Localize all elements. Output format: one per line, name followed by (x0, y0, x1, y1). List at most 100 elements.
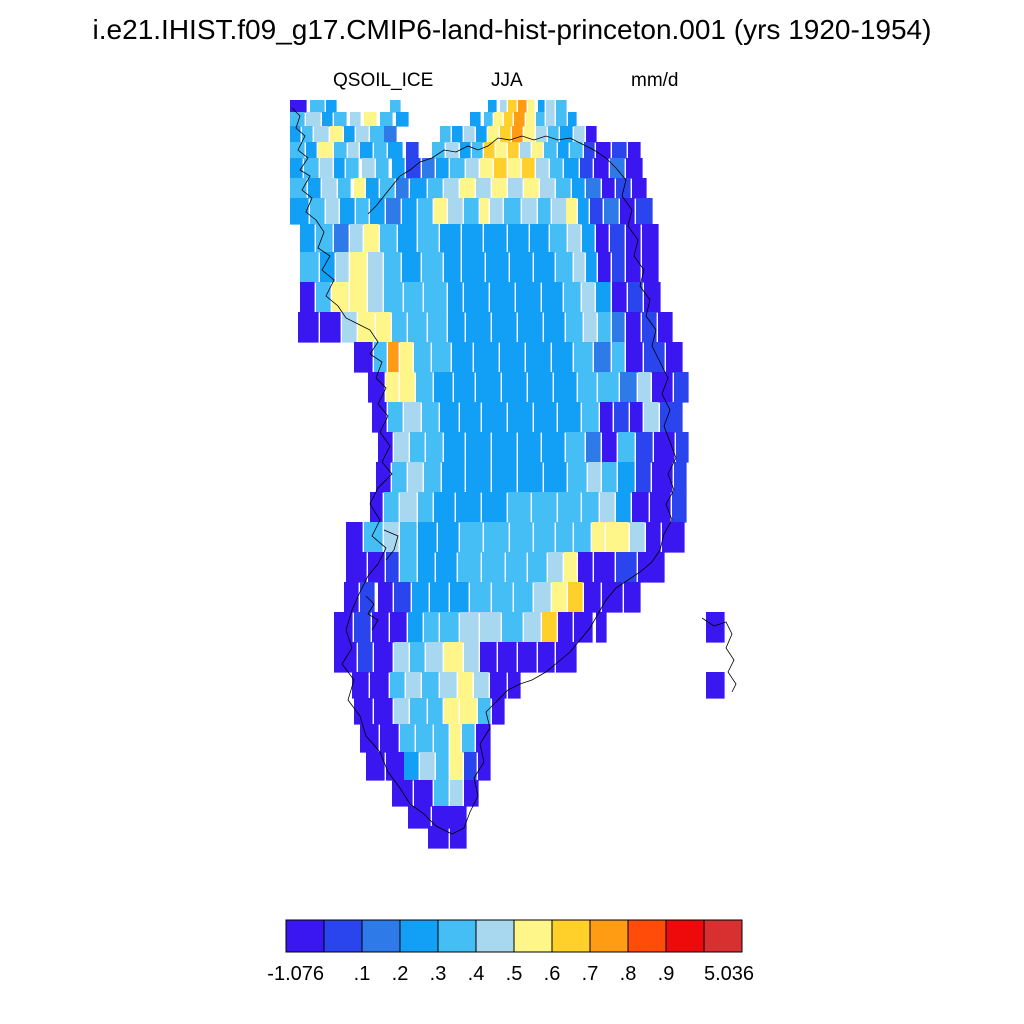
map-cell (384, 282, 403, 313)
map-cell (390, 612, 407, 643)
map-cell (406, 142, 419, 159)
map-cell (464, 642, 479, 673)
map-cell (388, 142, 403, 159)
map-cell (484, 142, 495, 159)
colorbar-tick-label: .4 (468, 963, 485, 985)
map-cell (378, 432, 393, 463)
map-cell (602, 178, 615, 199)
map-cell (600, 402, 613, 433)
map-cell (620, 372, 637, 403)
map-cell (342, 312, 357, 343)
map-cell (460, 698, 477, 725)
map-cell (514, 112, 525, 127)
map-cell (626, 158, 643, 179)
map-cell (440, 672, 457, 699)
map-cell (374, 642, 393, 673)
map-cell (330, 126, 343, 143)
map-cell (410, 432, 425, 463)
map-cell (706, 612, 725, 643)
map-cell (544, 462, 567, 493)
map-cell (428, 312, 447, 343)
map-cell (418, 224, 439, 253)
map-cell (414, 780, 433, 807)
map-cell (320, 158, 333, 179)
map-cell (542, 432, 565, 463)
map-cell (492, 178, 507, 199)
map-cell (514, 582, 533, 613)
map-cell (452, 342, 473, 373)
map-cell (426, 642, 443, 673)
map-cell (400, 372, 415, 403)
map-cell (402, 252, 421, 283)
map-cell (424, 612, 439, 643)
map-cell (546, 100, 555, 113)
map-cell (484, 522, 509, 553)
map-cell (618, 462, 635, 493)
colorbar-tick-label: 5.036 (704, 963, 754, 985)
map-cell (378, 582, 393, 613)
map-field-cells (290, 100, 725, 849)
map-cell (316, 282, 331, 313)
map-cell (356, 198, 369, 225)
map-cell (506, 552, 527, 583)
map-cell (334, 142, 347, 159)
map-cell (586, 252, 597, 283)
map-cell (444, 432, 465, 463)
map-cell (438, 522, 459, 553)
map-cell (380, 224, 397, 253)
map-cell (600, 492, 615, 523)
map-cell (590, 198, 603, 225)
map-cell (450, 752, 463, 781)
map-cell (388, 402, 403, 433)
map-cell (390, 672, 405, 699)
map-cell (366, 752, 385, 781)
colorbar-tick-label: .5 (506, 963, 523, 985)
map-cell (480, 612, 501, 643)
map-cell (594, 552, 615, 583)
colorbar-box (323, 919, 363, 953)
map-cell (492, 312, 517, 343)
map-cell (604, 198, 619, 225)
map-cell (558, 612, 573, 643)
map-cell (394, 642, 409, 673)
map-cell (602, 582, 623, 613)
map-cell (320, 312, 341, 343)
map-cell (448, 282, 463, 313)
map-cell (448, 312, 465, 343)
map-cell (568, 224, 581, 253)
map-cell (356, 126, 369, 143)
map-cell (550, 224, 567, 253)
map-cell (660, 402, 683, 433)
map-cell (532, 492, 557, 523)
map-cell (490, 282, 515, 313)
map-cell (474, 342, 499, 373)
map-cell (584, 142, 595, 159)
map-cell (480, 158, 493, 179)
map-cell (404, 402, 421, 433)
map-cell (316, 224, 333, 253)
map-cell (644, 282, 661, 313)
map-cell (458, 672, 473, 699)
map-cell (436, 552, 457, 583)
map-cell (428, 178, 443, 199)
map-cell (476, 178, 491, 199)
map-cell (370, 492, 383, 523)
map-cell (582, 224, 595, 253)
map-cell (490, 198, 503, 225)
map-cell (452, 126, 463, 143)
map-cell (466, 432, 491, 463)
colorbar-tick-label: .7 (582, 963, 599, 985)
map-cell (422, 402, 439, 433)
map-cell (570, 142, 583, 159)
map-cell (436, 752, 449, 781)
map-cell (372, 612, 389, 643)
map-cell (558, 492, 581, 523)
map-cell (542, 282, 563, 313)
map-cell (706, 672, 725, 699)
map-cell (460, 142, 471, 159)
map-cell (564, 552, 577, 583)
map-cell (308, 178, 321, 199)
map-cell (598, 312, 611, 343)
map-cell (460, 178, 475, 199)
map-cell (580, 158, 593, 179)
